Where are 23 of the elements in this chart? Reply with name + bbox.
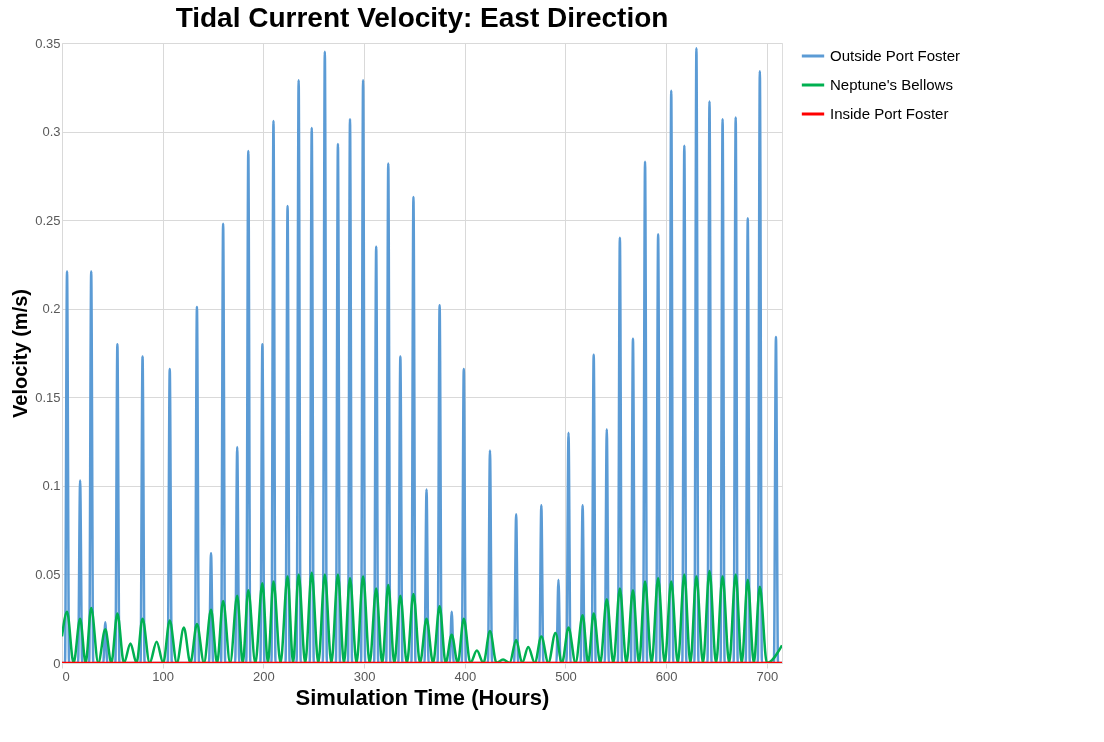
x-axis-title: Simulation Time (Hours) xyxy=(295,684,550,710)
x-tick-label: 200 xyxy=(253,668,275,684)
x-tick-label: 600 xyxy=(655,668,678,684)
y-tick-label: 0.1 xyxy=(42,478,61,494)
line-series xyxy=(62,47,782,663)
chart-title: Tidal Current Velocity: East Direction xyxy=(175,2,669,33)
x-tick-label: 100 xyxy=(152,668,175,684)
x-tick-label: 300 xyxy=(353,668,376,684)
legend-label: Outside Port Foster xyxy=(830,47,961,64)
x-tick-label: 500 xyxy=(555,668,577,684)
y-tick-label: 0.2 xyxy=(42,301,61,317)
y-tick-label: 0.15 xyxy=(35,389,61,405)
legend-label: Inside Port Foster xyxy=(830,105,949,122)
y-tick-label: 0.3 xyxy=(42,124,61,140)
y-tick-label: 0.25 xyxy=(35,212,61,228)
x-tick-label: 400 xyxy=(454,668,477,684)
x-tick-label: 700 xyxy=(756,668,779,684)
y-tick-label: 0.05 xyxy=(35,566,61,582)
y-axis-title: Velocity (m/s) xyxy=(9,289,32,418)
line-series xyxy=(62,569,782,663)
y-tick-label: 0.35 xyxy=(35,35,61,51)
y-tick-label: 0 xyxy=(53,655,61,671)
legend-label: Neptune's Bellows xyxy=(830,76,953,93)
